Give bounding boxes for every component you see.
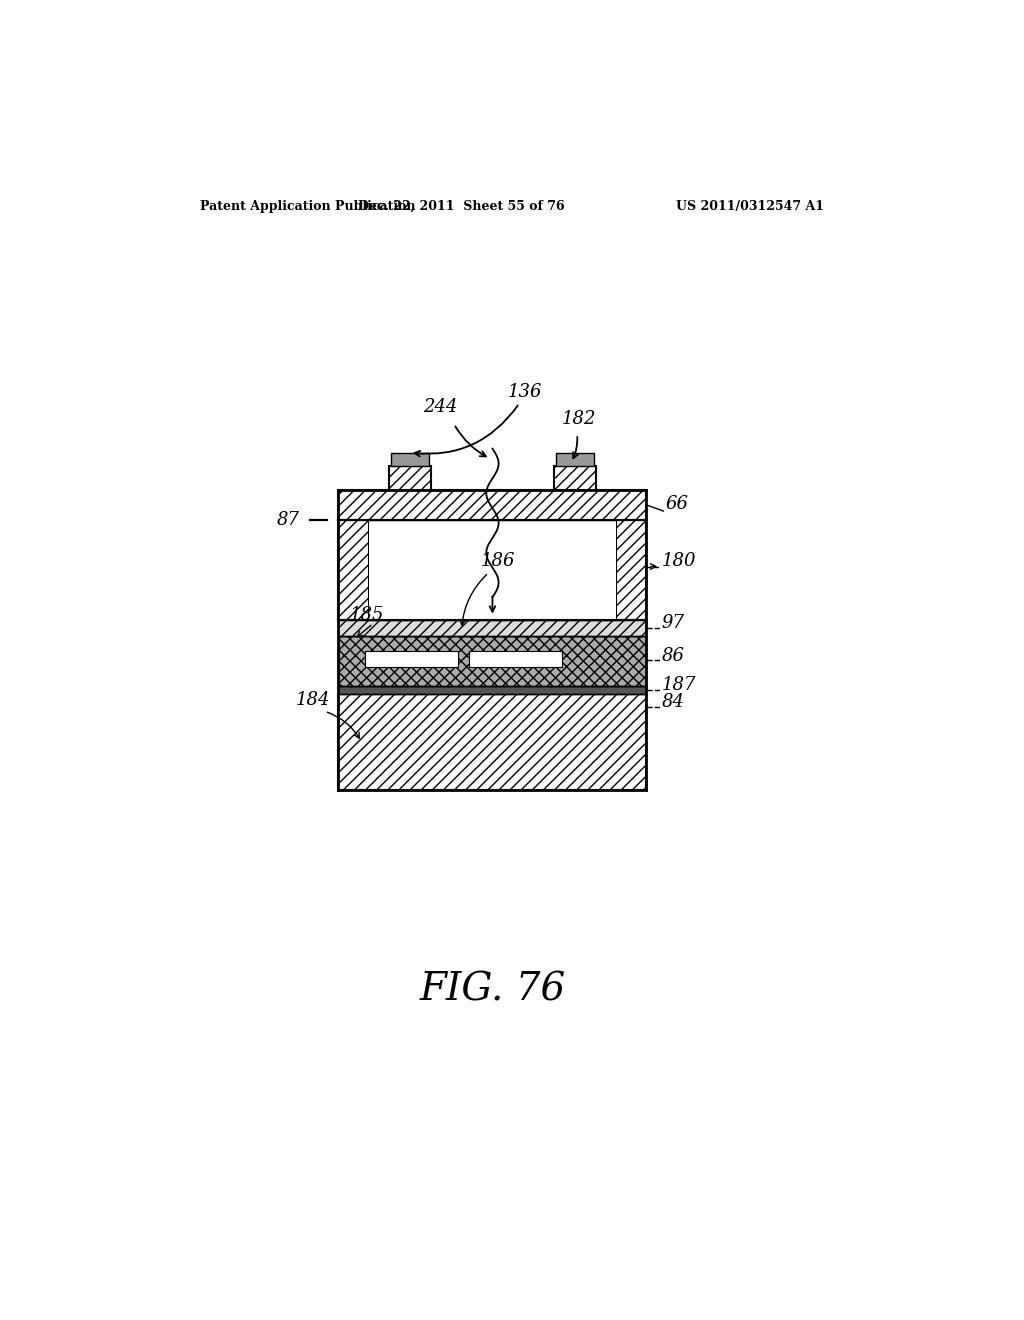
Text: 244: 244 <box>423 399 458 417</box>
Text: FIG. 76: FIG. 76 <box>420 972 565 1008</box>
Text: 180: 180 <box>662 553 696 570</box>
Bar <box>339 636 646 686</box>
Bar <box>469 651 562 667</box>
Bar <box>391 453 429 466</box>
Text: 97: 97 <box>662 614 685 632</box>
Bar <box>556 453 594 466</box>
Bar <box>366 651 458 667</box>
Text: Dec. 22, 2011  Sheet 55 of 76: Dec. 22, 2011 Sheet 55 of 76 <box>358 199 565 213</box>
Text: 87: 87 <box>276 511 300 529</box>
Bar <box>339 620 646 636</box>
Text: 182: 182 <box>562 411 596 428</box>
Bar <box>388 466 431 490</box>
Bar <box>554 466 596 490</box>
Bar <box>339 520 370 620</box>
Text: 86: 86 <box>662 647 685 665</box>
Bar <box>339 693 646 789</box>
Text: US 2011/0312547 A1: US 2011/0312547 A1 <box>676 199 823 213</box>
Bar <box>615 520 646 620</box>
Bar <box>339 686 646 693</box>
Text: 84: 84 <box>662 693 685 710</box>
Text: Patent Application Publication: Patent Application Publication <box>200 199 416 213</box>
Text: 136: 136 <box>508 383 543 401</box>
Text: 184: 184 <box>296 692 331 709</box>
Text: 185: 185 <box>350 606 384 624</box>
Text: 66: 66 <box>666 495 689 512</box>
Bar <box>370 520 615 620</box>
Text: 186: 186 <box>481 553 515 570</box>
Bar <box>339 490 646 520</box>
Text: 187: 187 <box>662 676 696 694</box>
